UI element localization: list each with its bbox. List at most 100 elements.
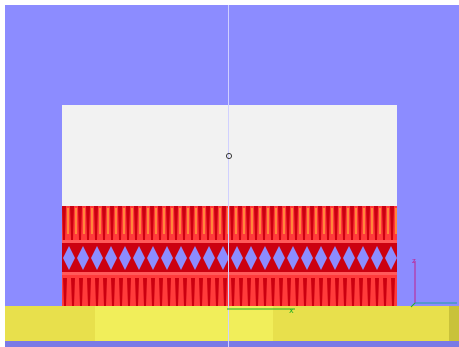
lattice-leg — [199, 278, 203, 306]
z-axis-label: z — [412, 257, 416, 265]
lattice-leg — [263, 278, 267, 306]
lattice-diamond — [133, 246, 145, 270]
lattice-finger — [262, 206, 266, 240]
lattice-leg — [175, 278, 179, 306]
lattice-leg — [63, 278, 67, 306]
lattice-finger — [134, 206, 138, 240]
lattice-finger — [118, 206, 122, 240]
lattice-leg — [191, 278, 195, 306]
lattice-finger — [318, 206, 322, 240]
lattice-finger — [174, 206, 178, 240]
3d-viewport[interactable]: z x — [5, 5, 459, 347]
lattice-leg — [295, 278, 299, 306]
lattice-leg — [223, 278, 227, 306]
lattice-finger — [150, 206, 154, 240]
lattice-finger — [182, 206, 186, 240]
lattice-finger — [142, 206, 146, 240]
lattice-finger — [190, 206, 194, 240]
lattice-leg — [311, 278, 315, 306]
lattice-diamond — [147, 246, 159, 270]
lattice-diamond — [287, 246, 299, 270]
lattice-finger — [206, 206, 210, 240]
lattice-diamond — [119, 246, 131, 270]
lattice-leg — [127, 278, 131, 306]
lattice-finger — [62, 206, 66, 240]
lattice-rail — [62, 272, 397, 275]
build-plate-highlight — [95, 306, 273, 341]
build-plate — [5, 306, 459, 341]
lattice-diamond — [189, 246, 201, 270]
lattice-finger — [254, 206, 258, 240]
lattice-diamond — [371, 246, 383, 270]
lattice-finger — [222, 206, 226, 240]
lattice-finger — [158, 206, 162, 240]
lattice-finger — [126, 206, 130, 240]
lattice-finger — [294, 206, 298, 240]
lattice-leg — [151, 278, 155, 306]
lattice-leg — [135, 278, 139, 306]
lattice-finger — [334, 206, 338, 240]
lattice-diamond — [217, 246, 229, 270]
lattice-diamond — [301, 246, 313, 270]
lattice-leg — [247, 278, 251, 306]
lattice-leg — [383, 278, 387, 306]
lattice-finger — [86, 206, 90, 240]
build-plate-bottom-edge — [5, 341, 459, 347]
lattice-diamond — [315, 246, 327, 270]
lattice-finger — [278, 206, 282, 240]
printed-part[interactable] — [62, 105, 397, 306]
lattice-diamond — [63, 246, 75, 270]
lattice-leg — [319, 278, 323, 306]
lattice-finger — [286, 206, 290, 240]
lattice-finger — [326, 206, 330, 240]
lattice-diamond — [161, 246, 173, 270]
lattice-diamond — [273, 246, 285, 270]
lattice-leg — [327, 278, 331, 306]
pivot-marker-icon[interactable] — [226, 153, 232, 159]
lattice-finger — [230, 206, 234, 240]
lattice-rail — [62, 240, 397, 243]
lattice-leg — [287, 278, 291, 306]
lattice-leg — [255, 278, 259, 306]
lattice-finger — [358, 206, 362, 240]
view-center-line — [228, 5, 229, 347]
lattice-leg — [391, 278, 395, 306]
lattice-leg — [375, 278, 379, 306]
lattice-finger — [374, 206, 378, 240]
lattice-diamond — [231, 246, 243, 270]
lattice-finger — [342, 206, 346, 240]
lattice-leg — [215, 278, 219, 306]
lattice-finger — [390, 206, 394, 240]
lattice-leg — [239, 278, 243, 306]
lattice-diamond — [343, 246, 355, 270]
lattice-finger — [70, 206, 74, 240]
lattice-finger — [350, 206, 354, 240]
lattice-leg — [119, 278, 123, 306]
lattice-leg — [207, 278, 211, 306]
lattice-finger — [102, 206, 106, 240]
lattice-diamond — [203, 246, 215, 270]
lattice-finger — [270, 206, 274, 240]
lattice-leg — [279, 278, 283, 306]
x-axis-label: x — [289, 306, 294, 315]
lattice-leg — [335, 278, 339, 306]
lattice-finger — [302, 206, 306, 240]
lattice-diamond — [245, 246, 257, 270]
lattice-leg — [95, 278, 99, 306]
lattice-diamond — [77, 246, 89, 270]
lattice-finger — [366, 206, 370, 240]
lattice-finger — [198, 206, 202, 240]
lattice-leg — [103, 278, 107, 306]
lattice-finger — [214, 206, 218, 240]
lattice-finger — [238, 206, 242, 240]
lattice-leg — [79, 278, 83, 306]
lattice-diamond — [175, 246, 187, 270]
axis-gizmo-icon[interactable]: z — [405, 253, 459, 308]
lattice-diamond — [385, 246, 397, 270]
lattice-leg — [111, 278, 115, 306]
build-plate-edge-right — [449, 306, 459, 341]
lattice-leg — [359, 278, 363, 306]
lattice-diamond — [259, 246, 271, 270]
lattice-leg — [143, 278, 147, 306]
